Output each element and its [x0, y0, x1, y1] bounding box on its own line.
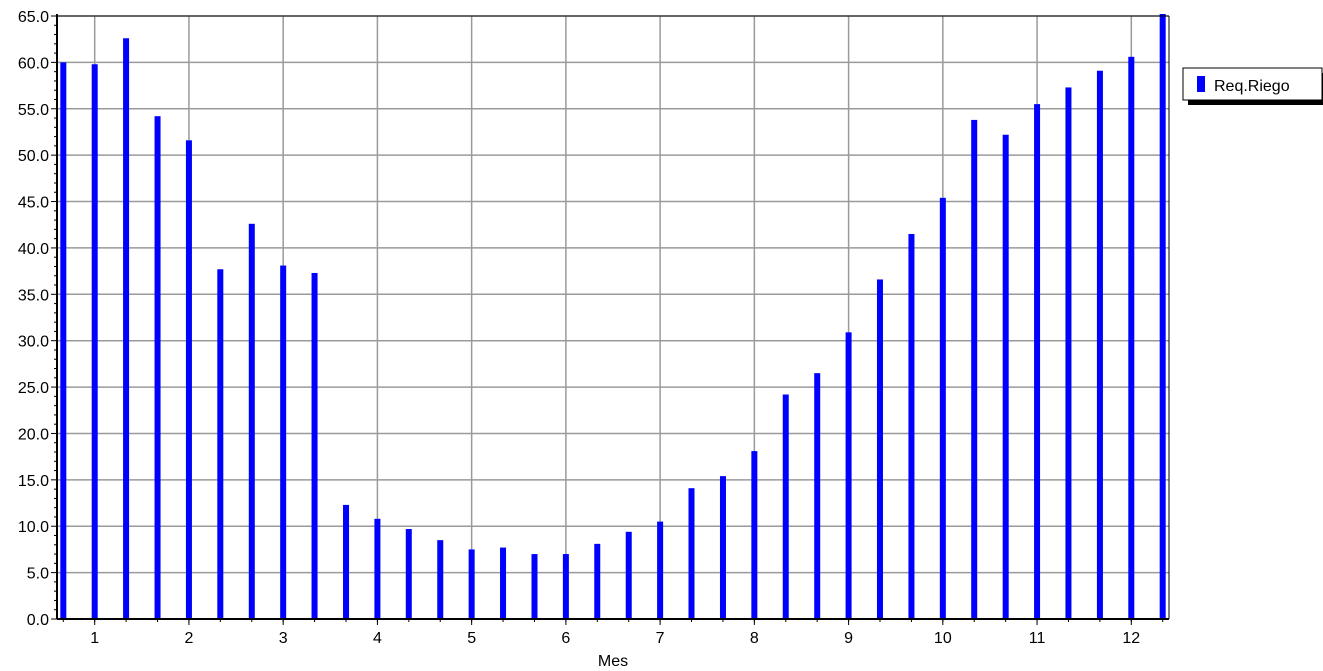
- bar: [971, 119, 978, 619]
- bar: [437, 540, 444, 619]
- y-tick-label: 55.0: [18, 102, 49, 119]
- bar: [91, 64, 98, 620]
- bar: [468, 549, 475, 619]
- x-tick-label: 3: [279, 630, 288, 647]
- bar: [751, 451, 758, 619]
- bar: [1002, 134, 1009, 619]
- y-tick-label: 25.0: [18, 380, 49, 397]
- bar: [280, 265, 287, 619]
- bar: [154, 116, 161, 620]
- y-tick-label: 60.0: [18, 55, 49, 72]
- bar: [1034, 104, 1041, 620]
- y-tick-labels: 0.0 5.0 10.0 15.0 20.0 25.0 30.0 35.0 40.0 45.0 50…: [18, 9, 49, 629]
- bars-req-riego: [60, 14, 1166, 620]
- legend-swatch: [1197, 76, 1205, 92]
- y-tick-label: 50.0: [18, 148, 49, 165]
- legend-box: [1182, 67, 1323, 101]
- x-tick-label: 11: [1029, 630, 1046, 647]
- y-tick-label: 20.0: [18, 426, 49, 443]
- axes-frame: [51, 14, 1170, 625]
- bar: [688, 488, 695, 619]
- y-tick-label: 65.0: [18, 9, 49, 26]
- bar: [374, 518, 381, 619]
- x-tick-label: 9: [844, 630, 853, 647]
- y-tick-label: 0.0: [27, 612, 49, 629]
- bar: [625, 531, 632, 619]
- bar: [500, 547, 507, 619]
- bar: [531, 554, 538, 619]
- x-axis-title: Mes: [598, 653, 628, 670]
- bar: [1159, 14, 1166, 619]
- x-tick-label: 8: [750, 630, 759, 647]
- x-tick-label: 6: [561, 630, 570, 647]
- legend[interactable]: Req.Riego: [1182, 67, 1323, 105]
- y-tick-label: 5.0: [27, 566, 49, 583]
- bar: [405, 529, 412, 619]
- bar: [123, 38, 130, 620]
- y-tick-label: 30.0: [18, 334, 49, 351]
- y-tick-label: 35.0: [18, 287, 49, 304]
- y-tick-label: 15.0: [18, 473, 49, 490]
- bar: [248, 223, 255, 619]
- bar: [343, 504, 350, 619]
- bar: [217, 269, 224, 619]
- bar: [311, 272, 318, 619]
- bar: [782, 394, 789, 619]
- x-tick-label: 7: [656, 630, 665, 647]
- y-tick-label: 10.0: [18, 519, 49, 536]
- bar: [876, 279, 883, 619]
- bar: [657, 521, 664, 619]
- x-tick-label: 2: [184, 630, 193, 647]
- bar: [908, 234, 915, 619]
- x-tick-label: 1: [90, 630, 99, 647]
- bar: [814, 373, 821, 619]
- legend-label: Req.Riego: [1214, 78, 1290, 95]
- x-tick-label: 4: [373, 630, 382, 647]
- bar: [1065, 87, 1072, 619]
- bar: [594, 543, 601, 619]
- bar: [185, 140, 192, 619]
- bar: [60, 62, 67, 619]
- x-tick-label: 10: [934, 630, 952, 647]
- bar: [719, 476, 726, 619]
- bar: [939, 197, 946, 619]
- y-tick-label: 45.0: [18, 195, 49, 212]
- bar: [1096, 70, 1103, 620]
- x-tick-labels: 1 2 3 4 5 6 7 8 9 10 11 12: [90, 630, 1140, 647]
- x-tick-label: 5: [467, 630, 476, 647]
- x-tick-label: 12: [1122, 630, 1140, 647]
- bar: [845, 332, 852, 619]
- bar: [1128, 56, 1135, 619]
- bar: [562, 554, 569, 619]
- y-gridlines: [57, 15, 1169, 574]
- y-tick-label: 40.0: [18, 241, 49, 258]
